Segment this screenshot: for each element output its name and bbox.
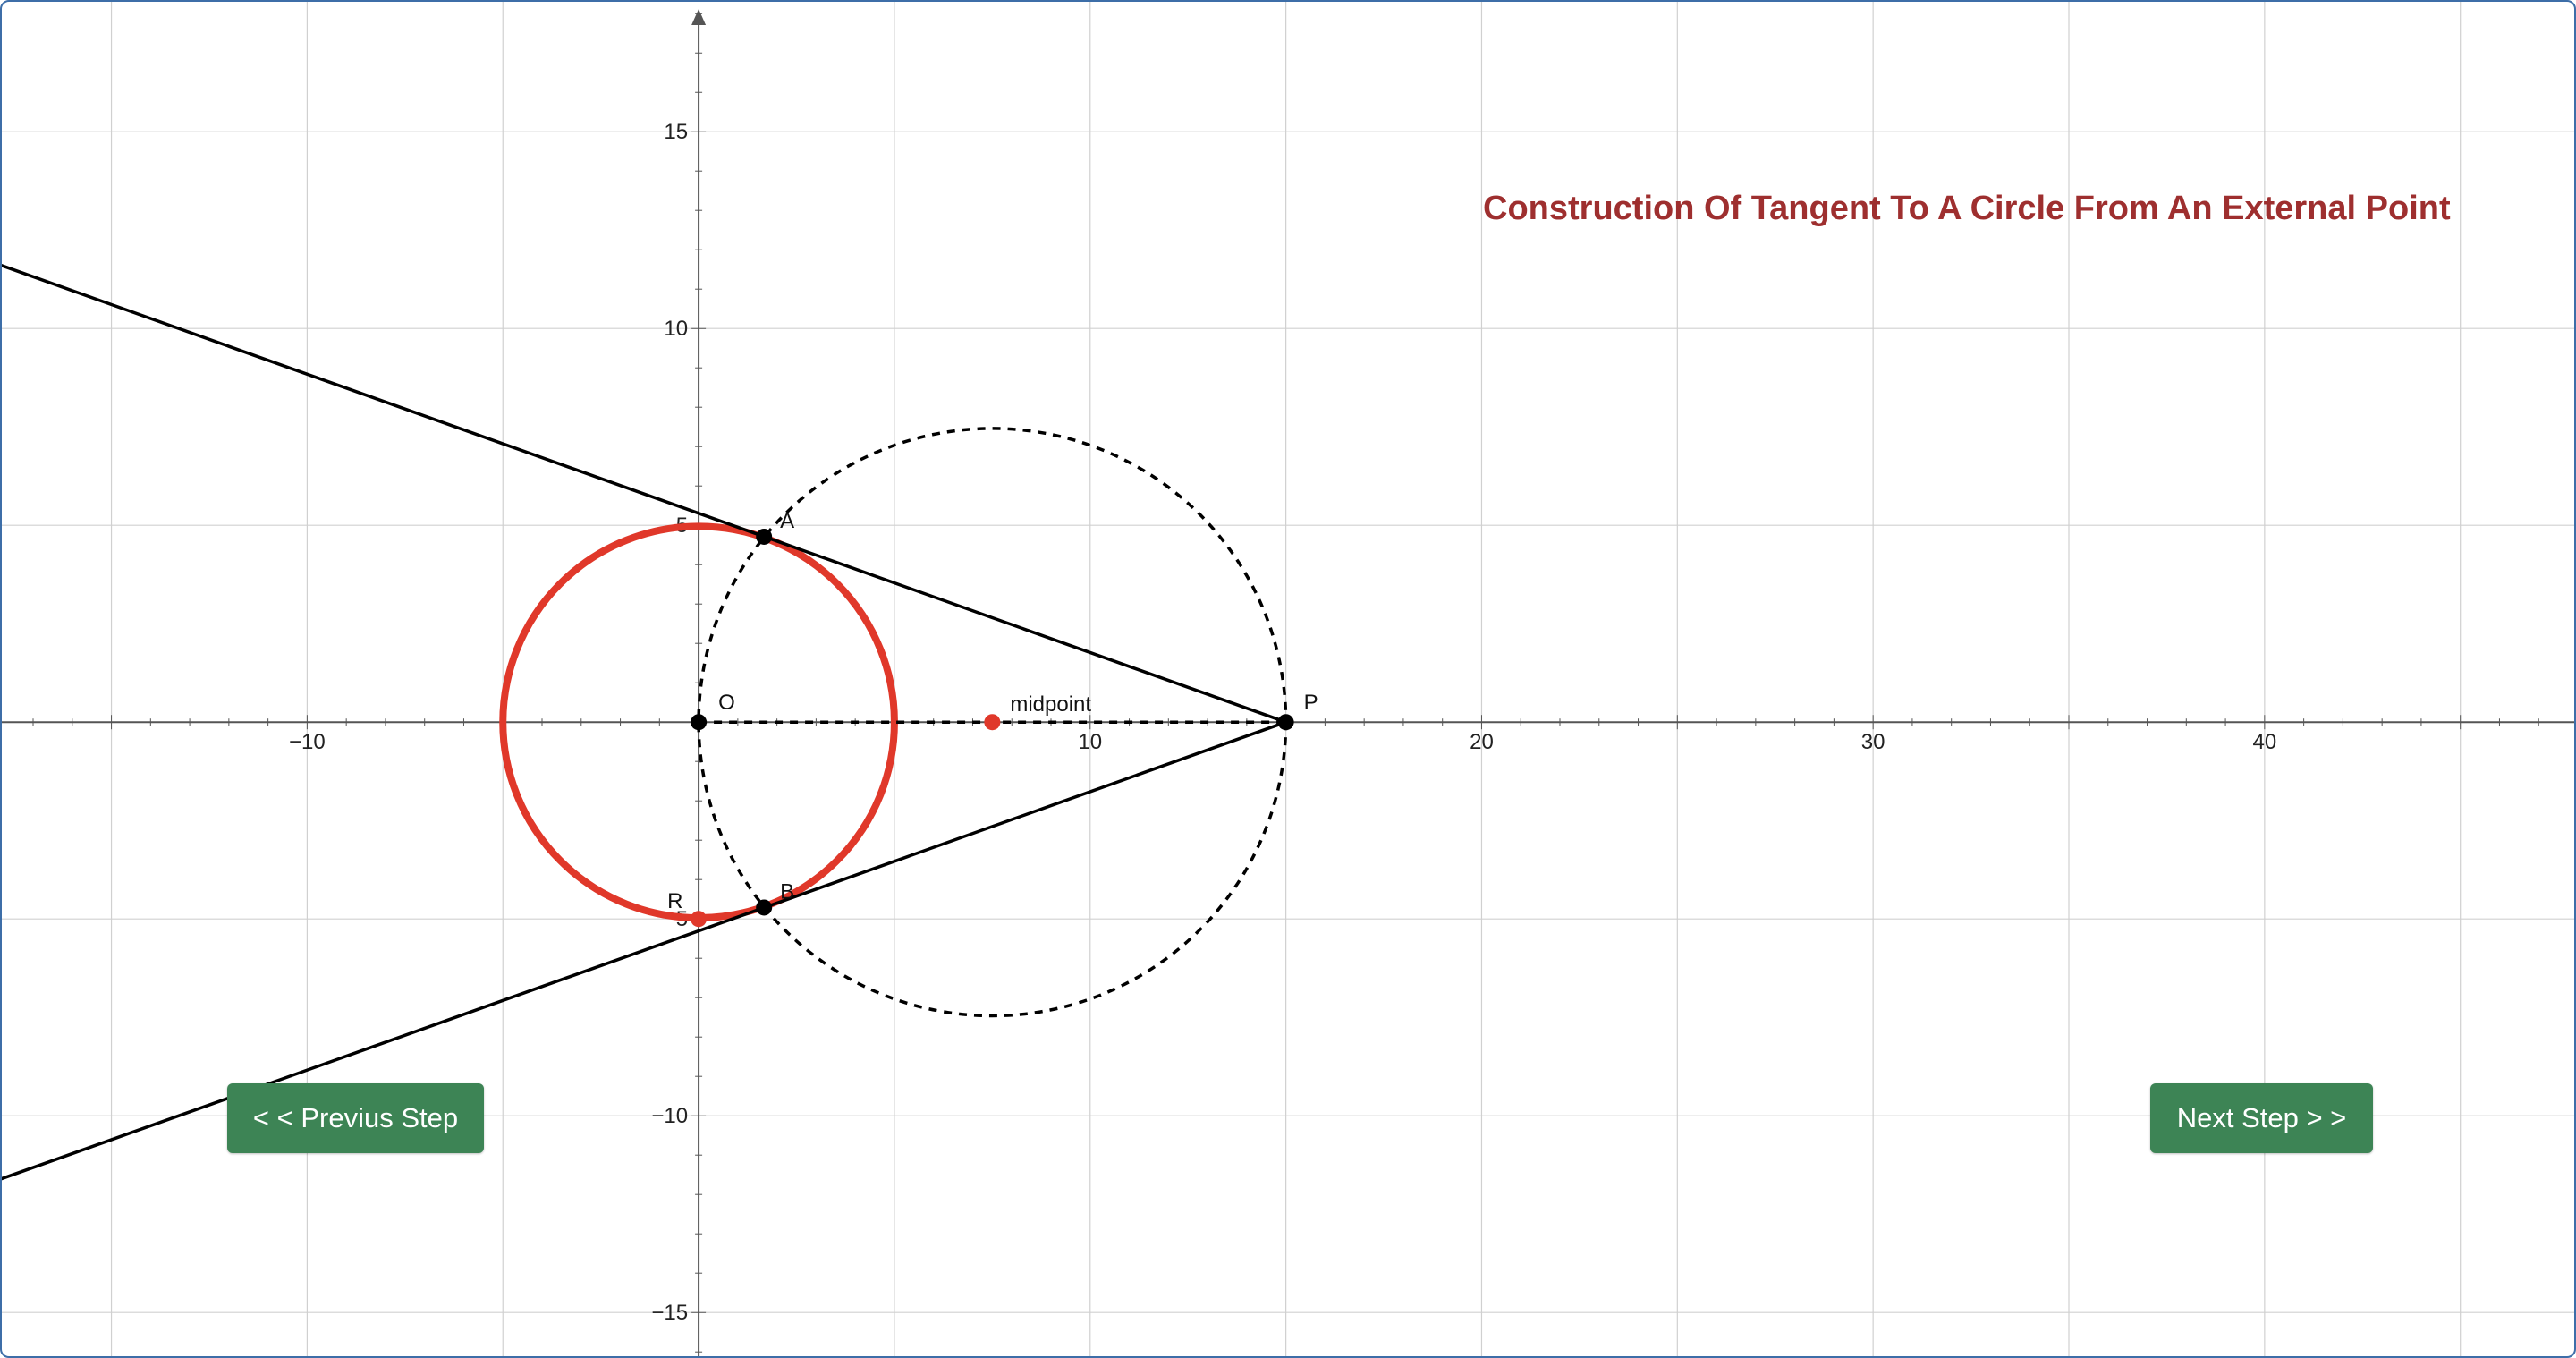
point-label-a: A [780,509,794,533]
y-tick-label: −15 [651,1301,688,1325]
point-r[interactable] [691,911,708,928]
point-b[interactable] [756,899,773,916]
point-label-p: P [1304,691,1318,715]
point-o[interactable] [691,714,708,731]
point-midpoint[interactable] [984,714,1001,731]
x-tick-label: 40 [2252,730,2276,754]
x-tick-label: −10 [289,730,326,754]
page-title: Construction Of Tangent To A Circle From… [1483,190,2451,227]
next-step-button[interactable]: Next Step > > [2150,1083,2373,1153]
tangent-line-pa [2,264,1287,724]
tangent-line-pb [2,720,1287,1181]
point-p[interactable] [1277,714,1294,731]
y-tick-label: 15 [664,120,688,144]
point-label-r: R [667,889,682,913]
point-label-o: O [718,691,735,715]
y-tick-label: −10 [651,1104,688,1128]
x-tick-label: 10 [1078,730,1102,754]
point-label-midpoint: midpoint [1010,692,1091,717]
point-label-b: B [780,879,794,904]
x-tick-label: 30 [1861,730,1885,754]
y-axis-arrow-icon [691,9,707,25]
x-tick-label: 20 [1470,730,1494,754]
previous-step-button[interactable]: < < Previus Step [227,1083,484,1153]
point-a[interactable] [756,528,773,545]
y-tick-label: 10 [664,317,688,341]
